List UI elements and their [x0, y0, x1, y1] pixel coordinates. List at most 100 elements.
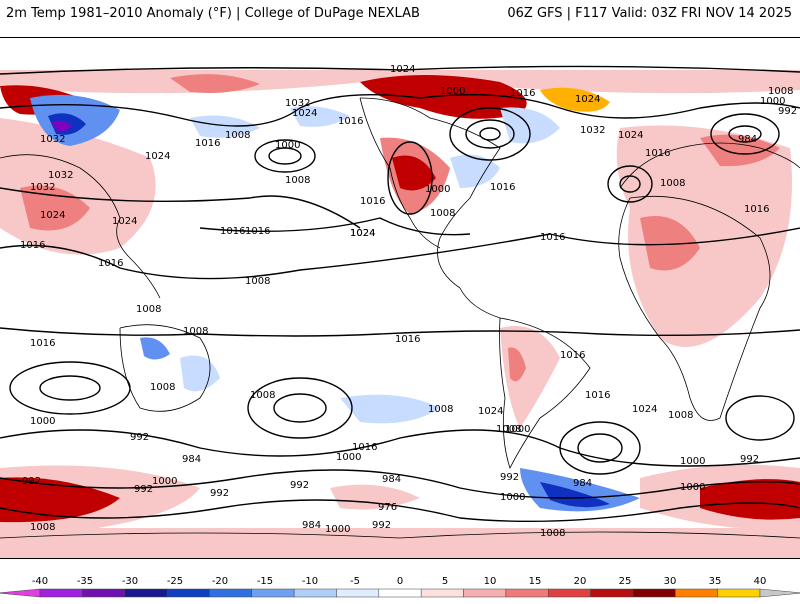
colorbar-swatch — [463, 588, 507, 598]
colorbar: -40 -35 -30 -25 -20 -15 -10 -5 0 5 10 15 20 25 30 35 40 — [0, 569, 800, 600]
colorbar-tick-label: 30 — [664, 576, 677, 587]
isobar-label: 1024 — [575, 94, 600, 105]
colorbar-swatch — [632, 588, 676, 598]
isobars — [0, 65, 800, 523]
isobar-label: 1016 — [352, 442, 377, 453]
isobar-label: 1032 — [48, 170, 73, 181]
isobar-label: 992 — [778, 106, 797, 117]
isobar-label: 1016 — [490, 182, 515, 193]
isobar-label: 1008 — [245, 276, 270, 287]
colorbar-swatch — [547, 588, 591, 598]
colorbar-swatches — [0, 588, 800, 598]
isobar-label: 1008 — [496, 424, 521, 435]
colorbar-swatch — [166, 588, 210, 598]
isobar-label: 1024 — [40, 210, 65, 221]
map-canvas: 1024 1000 1016 1024 1008 1000 992 1032 1… — [0, 64, 800, 558]
isobar-label: 1008 — [428, 404, 453, 415]
colorbar-tick-label: 0 — [397, 576, 403, 587]
isobar-label: 1024 — [145, 151, 170, 162]
isobar-label: 1000 — [425, 184, 450, 195]
isobar-label: 1024 — [390, 64, 415, 75]
colorbar-tick-labels: -40 -35 -30 -25 -20 -15 -10 -5 0 5 10 15 20 25 30 35 40 — [32, 576, 767, 587]
colorbar-swatch — [717, 588, 761, 598]
isobar-label: 1016 — [195, 138, 220, 149]
colorbar-tick-label: 40 — [754, 576, 767, 587]
isobar-label: 1008 — [768, 86, 793, 97]
isobar-label: 1008 — [225, 130, 250, 141]
colorbar-swatch — [505, 588, 549, 598]
isobar-labels: 1024 1000 1016 1024 1008 1000 992 1032 1… — [20, 64, 797, 539]
isobar-label: 1016 — [220, 226, 245, 237]
isobar-label: 984 — [182, 454, 201, 465]
colorbar-swatch — [378, 588, 422, 598]
isobar-label: 984 — [382, 474, 401, 485]
anomaly-map[interactable]: 1024 1000 1016 1024 1008 1000 992 1032 1… — [0, 37, 800, 559]
isobar-label: 1008 — [430, 208, 455, 219]
colorbar-svg: -40 -35 -30 -25 -20 -15 -10 -5 0 5 10 15 20 25 30 35 40 — [0, 576, 800, 598]
isobar-label: 1000 — [500, 492, 525, 503]
colorbar-tick-label: -5 — [350, 576, 360, 587]
colorbar-tick-label: 15 — [529, 576, 542, 587]
isobar-label: 984 — [738, 134, 757, 145]
isobar-label: 992 — [290, 480, 309, 491]
colorbar-tick-label: -35 — [77, 576, 93, 587]
colorbar-swatch — [124, 588, 168, 598]
isobar-label: 976 — [378, 502, 397, 513]
isobar-label: 1024 — [350, 228, 375, 239]
isobar-label: 1008 — [660, 178, 685, 189]
colorbar-max-arrow — [759, 588, 800, 598]
isobar-label: 1016 — [360, 196, 385, 207]
isobar-label: 1032 — [40, 134, 65, 145]
isobar-label: 992 — [500, 472, 519, 483]
colorbar-tick-label: -25 — [167, 576, 183, 587]
isobar-label: 1016 — [540, 232, 565, 243]
isobar-label: 1016 — [645, 148, 670, 159]
isobar-label: 992 — [372, 520, 391, 531]
isobar-label: 1000 — [680, 482, 705, 493]
colorbar-tick-label: -15 — [257, 576, 273, 587]
isobar-label: 1000 — [336, 452, 361, 463]
isobar-label: 1008 — [30, 522, 55, 533]
isobar-label: 1008 — [183, 326, 208, 337]
isobar-label: 1008 — [285, 175, 310, 186]
colorbar-tick-label: 35 — [709, 576, 722, 587]
isobar-label: 1000 — [30, 416, 55, 427]
isobar-label: 1000 — [680, 456, 705, 467]
colorbar-swatch — [293, 588, 337, 598]
isobar-label: 1008 — [150, 382, 175, 393]
colorbar-swatch — [420, 588, 464, 598]
isobar-label: 1032 — [580, 125, 605, 136]
isobar-label: 1016 — [560, 350, 585, 361]
isobar-label: 1008 — [668, 410, 693, 421]
isobar-label: 1016 — [510, 88, 535, 99]
colorbar-swatch — [251, 588, 295, 598]
isobar-label: 1016 — [20, 240, 45, 251]
header: 2m Temp 1981–2010 Anomaly (°F) | College… — [0, 0, 800, 36]
isobar-label: 984 — [302, 520, 321, 531]
isobar-label: 992 — [210, 488, 229, 499]
isobar-label: 1000 — [760, 96, 785, 107]
isobar-label: 1008 — [540, 528, 565, 539]
colorbar-swatch — [209, 588, 253, 598]
colorbar-swatch — [675, 588, 718, 598]
anomaly-shading — [0, 70, 800, 558]
isobar-label: 992 — [130, 432, 149, 443]
isobar-label: 1024 — [292, 108, 317, 119]
isobar-label: 1016 — [395, 334, 420, 345]
isobar-label: 1024 — [478, 406, 503, 417]
isobar-label: 992 — [22, 476, 41, 487]
map-title: 2m Temp 1981–2010 Anomaly (°F) | College… — [6, 6, 420, 21]
colorbar-tick-label: -20 — [212, 576, 228, 587]
isobar-label: 1000 — [440, 86, 465, 97]
isobar-label: 984 — [573, 478, 592, 489]
colorbar-swatch — [39, 588, 83, 598]
isobar-label: 1008 — [250, 390, 275, 401]
colorbar-swatch — [336, 588, 380, 598]
isobar-label: 1016 — [585, 390, 610, 401]
isobar-label: 992 — [134, 484, 153, 495]
colorbar-tick-label: 25 — [619, 576, 632, 587]
colorbar-min-arrow — [0, 588, 41, 598]
isobar-label: 1000 — [325, 524, 350, 535]
colorbar-tick-label: -10 — [302, 576, 318, 587]
colorbar-swatch — [82, 588, 125, 598]
